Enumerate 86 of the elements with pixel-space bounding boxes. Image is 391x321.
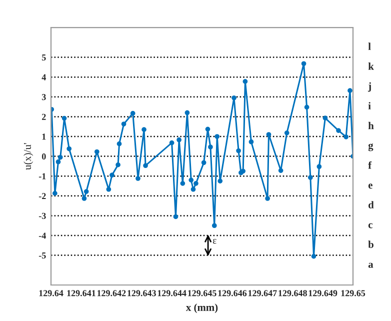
x-tick-label: 129.65 [341, 290, 366, 296]
point [208, 144, 213, 150]
y-tick-label: -1 [38, 173, 46, 180]
point [278, 168, 284, 173]
x-tick-label: 129.648 [278, 290, 307, 296]
text: c [368, 223, 372, 228]
point [212, 223, 217, 228]
point [201, 160, 206, 166]
annotation: ε [212, 239, 216, 244]
point [94, 149, 100, 154]
point [66, 146, 72, 152]
x-tick-label: 129.645 [188, 290, 216, 296]
y-tick-label: 4 [42, 74, 46, 80]
point [284, 130, 290, 136]
y-axis-title: u(x)/u' [24, 143, 34, 170]
point [52, 190, 58, 196]
point [173, 214, 178, 220]
point [82, 196, 87, 201]
point [116, 141, 122, 146]
y-tick-label: 1 [42, 134, 46, 140]
point [58, 154, 63, 160]
point [176, 137, 182, 142]
point [301, 61, 306, 66]
point [130, 110, 136, 116]
y-tick-label: 3 [42, 94, 46, 100]
x-tick-label: 129.646 [218, 290, 247, 296]
text: e [368, 184, 372, 189]
point [205, 126, 210, 132]
y-tick-label: -2 [38, 193, 46, 200]
point [84, 189, 89, 194]
point [184, 110, 190, 116]
point [232, 95, 236, 100]
point [265, 196, 270, 201]
text: g [368, 143, 374, 152]
point [218, 178, 223, 184]
x-tick-label: 129.64 [39, 290, 64, 296]
point [142, 127, 146, 132]
y-tick-label: 0 [42, 153, 46, 160]
point [180, 180, 186, 186]
text: b [368, 240, 374, 248]
y-tick-label: -5 [38, 252, 46, 259]
point [62, 116, 67, 121]
point [188, 178, 194, 182]
point [322, 116, 328, 121]
x-tick-label: 129.644 [158, 290, 186, 296]
point [56, 159, 61, 164]
text: f [368, 161, 372, 169]
point [348, 88, 352, 93]
x-tick-label: 129.647 [248, 290, 277, 296]
point [316, 164, 322, 170]
text: a [368, 262, 374, 268]
x-tick-label: 129.649 [308, 290, 338, 296]
point [311, 254, 316, 259]
point [336, 128, 341, 133]
text: l [368, 42, 371, 50]
point [136, 176, 140, 181]
point [236, 148, 241, 154]
y-tick-label: -3 [38, 212, 46, 219]
point [242, 79, 248, 84]
text: i [368, 102, 371, 110]
point [214, 134, 220, 139]
text: j [368, 82, 371, 92]
point [240, 168, 246, 174]
point [190, 186, 196, 192]
text: h [368, 122, 374, 130]
point [266, 132, 272, 137]
y-tick-label: 5 [42, 54, 46, 61]
point [344, 134, 348, 140]
x-tick-label: 129.641 [67, 290, 96, 296]
point [248, 139, 254, 144]
y-tick-label: -4 [38, 232, 46, 239]
point [304, 104, 310, 110]
text: k [368, 62, 374, 70]
point [110, 172, 114, 178]
y-tick-label: 2 [42, 114, 46, 120]
point [194, 180, 198, 186]
point [116, 162, 120, 168]
point [143, 163, 148, 168]
text: d [368, 201, 374, 208]
x-axis-title: x (mm) [186, 304, 218, 314]
point [169, 140, 174, 146]
point [308, 175, 313, 180]
point [106, 186, 112, 192]
x-tick-label: 129.642 [97, 290, 126, 296]
point [121, 122, 126, 126]
x-tick-label: 129.643 [128, 290, 156, 296]
